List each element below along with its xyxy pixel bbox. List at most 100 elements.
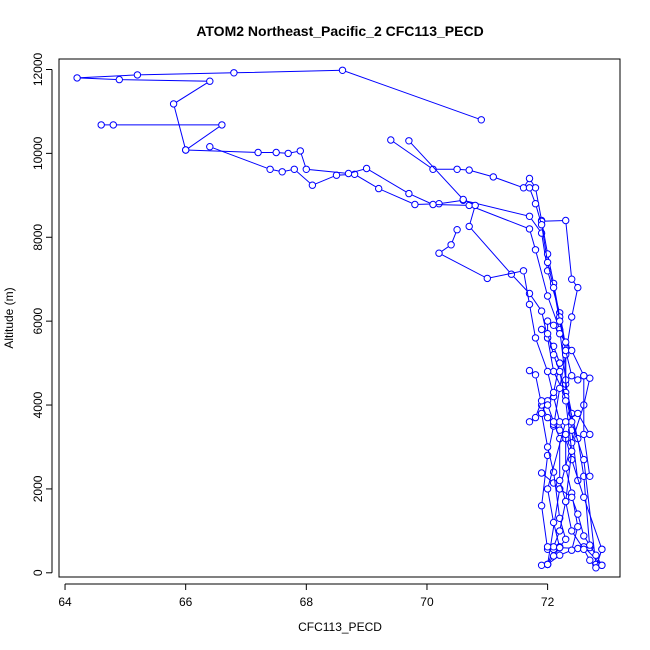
data-point [580,493,588,501]
data-point [549,543,558,551]
data-point [549,321,558,329]
data-point [308,181,317,189]
data-point [344,169,353,178]
data-point [586,472,594,480]
data-point [531,334,540,342]
data-point [562,338,570,346]
data-point [531,371,540,379]
series-line [77,69,482,151]
data-point [429,165,437,174]
data-point [525,366,534,375]
data-point [543,401,552,409]
data-point [562,497,570,506]
data-point [574,409,582,418]
data-point [568,455,576,464]
data-point [543,330,552,338]
x-tick-label: 72 [541,595,555,609]
data-point [489,173,497,181]
data-point [338,66,347,75]
data-point [543,560,552,569]
data-point [97,121,105,129]
data-point [169,100,178,108]
data-point [580,430,588,439]
data-point [580,545,588,553]
data-point [429,200,437,209]
data-point [133,71,142,79]
data-point [556,476,564,485]
data-point [562,418,570,426]
data-point [531,413,540,422]
data-point [574,283,582,292]
data-point [543,367,552,376]
data-point [471,201,479,210]
data-point [465,222,473,231]
data-point [109,121,118,129]
data-point [580,372,588,380]
data-point [568,493,576,501]
data-point [568,346,576,355]
data-point [206,143,214,151]
data-point [531,184,540,192]
data-point [543,485,552,493]
data-point [543,250,552,258]
data-point [531,246,540,254]
data-point [411,200,419,209]
data-point [230,69,238,77]
x-tick-label: 68 [300,595,314,609]
data-point [266,165,274,174]
data-point [586,556,594,564]
data-point [537,409,546,418]
data-point [537,397,546,405]
data-point [537,469,546,477]
data-point [387,136,395,144]
data-point [537,561,546,569]
series-2 [206,143,576,418]
data-point [272,148,280,157]
x-tick-label: 66 [179,595,193,609]
data-point [549,388,558,397]
data-point [525,174,534,183]
data-point [302,165,310,174]
data-point [543,543,552,551]
data-point [549,552,558,560]
data-point [525,184,534,192]
data-point [549,283,558,292]
data-point [562,216,570,225]
data-point [435,200,443,208]
data-point [519,267,528,275]
data-point [405,137,413,145]
data-point [549,367,558,376]
data-point [405,189,413,198]
series-10 [537,469,606,569]
data-point [568,313,576,321]
data-point [568,447,576,455]
series-line [438,229,603,550]
data-point [537,325,546,334]
x-axis: 64 66 68 70 72 [58,583,555,609]
series-14 [537,325,576,551]
data-point [453,226,461,234]
series-13 [543,317,594,480]
data-point [543,292,552,300]
data-point [543,413,552,422]
data-point [574,544,582,553]
data-point [568,275,576,283]
data-point [562,535,570,543]
data-point [568,527,576,535]
data-point [525,225,534,233]
y-tick-label: 0 [31,569,45,576]
data-point [549,479,558,487]
series-line [185,149,579,481]
data-point [592,551,600,559]
data-point [447,241,455,249]
series-15 [537,409,594,569]
data-point [525,418,534,426]
series-layer [73,66,606,572]
y-axis: 0 2000 4000 6000 8000 10000 12000 [31,52,53,576]
data-point [218,121,226,129]
data-point [543,258,552,267]
data-point [254,148,262,157]
data-point [562,346,570,355]
y-tick-label: 6000 [31,307,45,334]
